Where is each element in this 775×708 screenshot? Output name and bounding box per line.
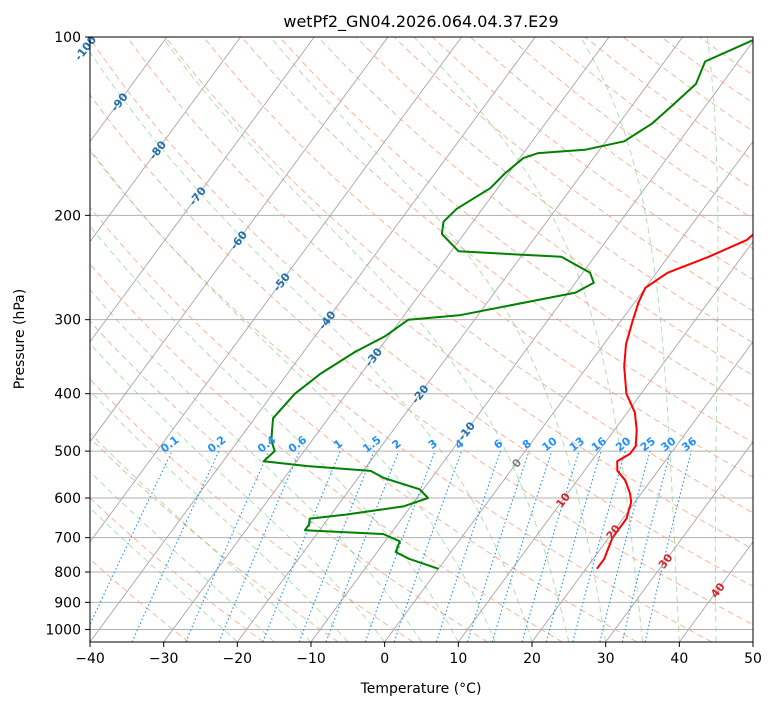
y-tick-label: 400 [54,387,81,403]
isotherm-line [90,37,241,243]
y-tick-label: 100 [54,30,81,46]
isotherm-line [90,37,315,343]
x-tick-label: 50 [744,651,762,667]
mixing-ratio-line [599,450,651,642]
dry-adiabat-line [90,37,753,587]
isotherm-line [90,37,462,543]
x-tick-label: 20 [523,651,541,667]
mixing-ratio-line [298,450,375,642]
moist-adiabat-line [90,148,496,642]
y-tick-label: 1000 [45,622,81,638]
moist-adiabat-line [90,470,275,642]
moist-adiabat-line [90,225,459,642]
mixing-ratio-line [545,450,602,642]
mixing-ratio-line [521,450,580,642]
moist-adiabat-line [90,390,349,642]
x-axis-label: Temperature (°C) [360,681,482,697]
isotherm-line [90,37,168,143]
mixing-ratio-line [466,450,530,642]
y-axis: 100 200 300 400 500 600 700 800 900 1000 [45,30,90,638]
x-axis: −40 −30 −20 −10 0 10 20 30 40 50 [75,642,762,667]
mixing-ratio-line [644,450,692,642]
y-tick-label: 200 [54,208,81,224]
mixing-ratio-line [218,450,301,642]
mixing-ratio-line [262,450,341,642]
y-tick-label: 600 [54,491,81,507]
isotherm-line [90,37,536,642]
y-tick-label: 800 [54,565,81,581]
moist-adiabat-line [90,289,422,642]
mixing-ratio-line [393,450,463,642]
x-tick-label: 10 [449,651,467,667]
isotherm-line [457,240,753,642]
isotherm-line [384,140,753,642]
dry-adiabat-line [90,206,638,642]
y-tick-label: 300 [54,313,81,329]
mixing-ratio-line [364,450,436,642]
y-tick-label: 900 [54,595,81,611]
mixing-ratio-line [621,450,672,642]
moist-adiabat-line [90,507,238,642]
moist-adiabat-line [90,343,386,642]
y-tick-label: 700 [54,531,81,547]
isotherm-line [163,37,610,642]
isotherm-line [605,441,753,642]
y-axis-label: Pressure (hPa) [12,289,28,389]
isotherm-line [90,37,389,443]
plot-frame [89,36,754,643]
mixing-ratio-line [572,450,626,642]
moist-adiabat-line [269,37,607,642]
dry-adiabat-line [279,37,753,410]
isotherm-line [531,340,753,642]
moist-adiabat-line [413,37,643,642]
isotherm-line [236,37,683,642]
mixing-ratio-line [185,450,270,642]
dry-adiabat-line [164,37,753,514]
x-tick-label: 30 [597,651,615,667]
mixing-ratio-line [435,450,502,642]
dry-adiabat-line [317,37,753,376]
x-tick-label: −10 [296,651,326,667]
dry-adiabat-line [90,263,563,642]
dry-adiabat-line [126,37,753,550]
y-tick-label: 500 [54,444,81,460]
mixing-ratio-line [491,450,553,642]
dry-adiabat-line [90,150,712,642]
isotherm-line [752,641,753,642]
x-tick-label: −40 [75,651,105,667]
x-tick-label: 40 [670,651,688,667]
x-tick-label: −30 [149,651,179,667]
dry-adiabat-line [90,93,753,626]
chart-title: wetPf2_GN04.2026.064.04.37.E29 [283,12,558,32]
mixing-ratio-line [325,450,400,642]
series-lines [262,39,753,570]
x-tick-label: 0 [380,651,389,667]
temperature-line [596,233,753,570]
moist-adiabat-line [161,37,570,642]
moist-adiabat-line [90,51,533,642]
x-tick-label: −20 [223,651,253,667]
dry-adiabat-line [90,378,414,642]
plot-background [90,37,753,642]
moist-adiabat-line [706,37,719,642]
dewpoint-line [262,39,753,570]
